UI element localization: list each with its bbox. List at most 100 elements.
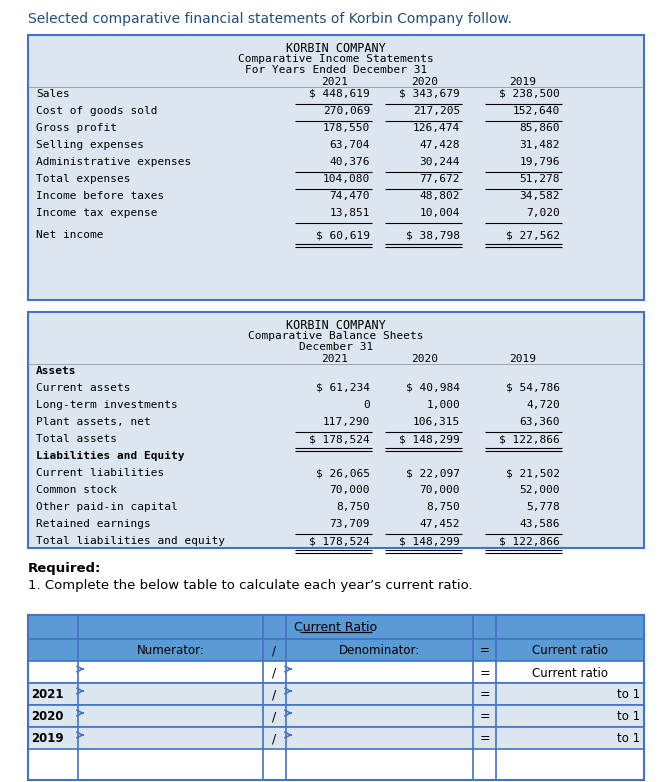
Text: Income tax expense: Income tax expense (36, 208, 157, 218)
Text: Liabilities and Equity: Liabilities and Equity (36, 451, 185, 461)
Text: $ 40,984: $ 40,984 (406, 383, 460, 393)
Text: Required:: Required: (28, 562, 101, 575)
Text: Current ratio: Current ratio (532, 667, 608, 680)
Text: 117,290: 117,290 (323, 417, 370, 427)
Text: 74,470: 74,470 (329, 191, 370, 201)
Text: $ 122,866: $ 122,866 (499, 536, 560, 546)
Text: to 1: to 1 (617, 710, 640, 723)
Text: $ 26,065: $ 26,065 (316, 468, 370, 478)
Text: 270,069: 270,069 (323, 106, 370, 116)
Text: 13,851: 13,851 (329, 208, 370, 218)
Text: 217,205: 217,205 (413, 106, 460, 116)
Text: 152,640: 152,640 (513, 106, 560, 116)
Text: 8,750: 8,750 (336, 502, 370, 512)
Text: Income before taxes: Income before taxes (36, 191, 164, 201)
Text: /: / (273, 644, 276, 657)
Text: =: = (480, 644, 489, 657)
Text: /: / (272, 688, 277, 701)
Text: Common stock: Common stock (36, 485, 117, 495)
Text: 73,709: 73,709 (329, 519, 370, 529)
Text: Denominator:: Denominator: (339, 644, 420, 657)
Text: 2020: 2020 (31, 710, 63, 723)
Text: Plant assets, net: Plant assets, net (36, 417, 151, 427)
Text: $ 122,866: $ 122,866 (499, 434, 560, 444)
Text: =: = (479, 732, 490, 745)
Text: 30,244: 30,244 (419, 157, 460, 167)
Text: 43,586: 43,586 (519, 519, 560, 529)
Bar (28, 615, 644, 780)
Text: $ 448,619: $ 448,619 (309, 89, 370, 99)
Text: Total liabilities and equity: Total liabilities and equity (36, 536, 225, 546)
Text: KORBIN COMPANY: KORBIN COMPANY (286, 319, 386, 332)
Text: 31,482: 31,482 (519, 140, 560, 150)
Bar (28, 35, 644, 300)
Text: Total expenses: Total expenses (36, 174, 130, 184)
Text: =: = (479, 710, 490, 723)
Text: $ 178,524: $ 178,524 (309, 434, 370, 444)
Text: For Years Ended December 31: For Years Ended December 31 (245, 65, 427, 75)
Bar (28, 683, 644, 705)
Text: Sales: Sales (36, 89, 70, 99)
Text: 52,000: 52,000 (519, 485, 560, 495)
Text: 2019: 2019 (31, 732, 64, 745)
Text: $ 148,299: $ 148,299 (399, 536, 460, 546)
Text: 19,796: 19,796 (519, 157, 560, 167)
Text: 1,000: 1,000 (426, 400, 460, 410)
Text: Selling expenses: Selling expenses (36, 140, 144, 150)
Text: $ 148,299: $ 148,299 (399, 434, 460, 444)
Text: Total assets: Total assets (36, 434, 117, 444)
Text: 2021: 2021 (321, 77, 349, 87)
Bar (28, 615, 644, 639)
Text: 126,474: 126,474 (413, 123, 460, 133)
Text: 47,452: 47,452 (419, 519, 460, 529)
Text: Numerator:: Numerator: (136, 644, 204, 657)
Text: $ 61,234: $ 61,234 (316, 383, 370, 393)
Text: Current assets: Current assets (36, 383, 130, 393)
Text: $ 238,500: $ 238,500 (499, 89, 560, 99)
Text: 106,315: 106,315 (413, 417, 460, 427)
Text: 85,860: 85,860 (519, 123, 560, 133)
Text: Current liabilities: Current liabilities (36, 468, 164, 478)
Text: 63,360: 63,360 (519, 417, 560, 427)
Text: 0: 0 (364, 400, 370, 410)
Bar (28, 727, 644, 749)
Text: 10,004: 10,004 (419, 208, 460, 218)
Text: Administrative expenses: Administrative expenses (36, 157, 192, 167)
Text: Current ratio: Current ratio (532, 644, 608, 657)
Text: Current Ratio: Current Ratio (294, 621, 378, 634)
Text: $ 27,562: $ 27,562 (506, 230, 560, 240)
Text: 48,802: 48,802 (419, 191, 460, 201)
Bar (28, 639, 644, 661)
Text: 2021: 2021 (321, 354, 349, 364)
Text: 104,080: 104,080 (323, 174, 370, 184)
Text: Retained earnings: Retained earnings (36, 519, 151, 529)
Text: Long-term investments: Long-term investments (36, 400, 178, 410)
Text: Assets: Assets (36, 366, 77, 376)
Text: 63,704: 63,704 (329, 140, 370, 150)
Text: 70,000: 70,000 (329, 485, 370, 495)
Text: $ 54,786: $ 54,786 (506, 383, 560, 393)
Text: 2020: 2020 (411, 354, 439, 364)
Text: Gross profit: Gross profit (36, 123, 117, 133)
Bar (28, 705, 644, 727)
Text: 51,278: 51,278 (519, 174, 560, 184)
Text: 178,550: 178,550 (323, 123, 370, 133)
Text: $ 343,679: $ 343,679 (399, 89, 460, 99)
Text: to 1: to 1 (617, 732, 640, 745)
Text: $ 22,097: $ 22,097 (406, 468, 460, 478)
Text: December 31: December 31 (299, 342, 373, 352)
Text: /: / (272, 667, 277, 680)
Text: 2020: 2020 (411, 77, 439, 87)
Text: KORBIN COMPANY: KORBIN COMPANY (286, 42, 386, 55)
Text: 34,582: 34,582 (519, 191, 560, 201)
Text: /: / (272, 732, 277, 745)
Text: /: / (272, 710, 277, 723)
Bar (28, 312, 644, 548)
Bar (28, 661, 644, 683)
Text: Comparative Income Statements: Comparative Income Statements (238, 54, 434, 64)
Text: 8,750: 8,750 (426, 502, 460, 512)
Text: $ 60,619: $ 60,619 (316, 230, 370, 240)
Text: 2021: 2021 (31, 688, 63, 701)
Text: 47,428: 47,428 (419, 140, 460, 150)
Text: =: = (479, 667, 490, 680)
